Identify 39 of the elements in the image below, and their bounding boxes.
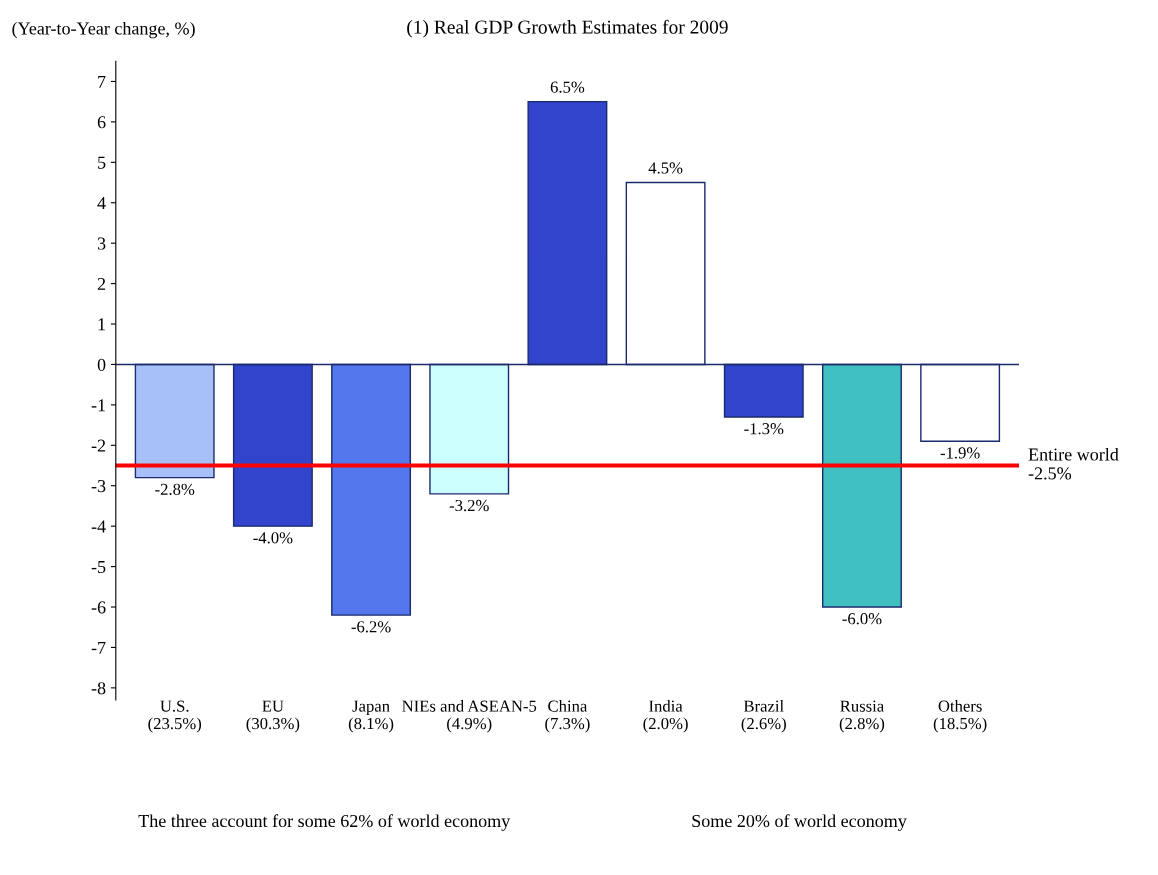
- chart-title: (1) Real GDP Growth Estimates for 2009: [407, 19, 728, 38]
- y-tick-label: -7: [91, 641, 106, 654]
- x-tick-label: Russia (2.8%): [839, 700, 885, 733]
- y-tick-label: 7: [98, 75, 106, 88]
- y-tick-label: 0: [97, 358, 106, 371]
- y-tick-label: 2: [97, 277, 106, 290]
- x-tick-label: China (7.3%): [545, 700, 590, 733]
- y-axis-title: (Year-to-Year change, %): [12, 21, 195, 39]
- y-tick-label: 4: [97, 197, 106, 210]
- data-label: -1.9%: [940, 447, 980, 459]
- text: Some 20% of world economy: [692, 814, 907, 831]
- data-label: -3.2%: [449, 499, 489, 512]
- y-tick-label: -3: [91, 480, 106, 493]
- x-tick-label: India (2.0%): [643, 700, 688, 733]
- x-tick-label: EU (30.3%): [246, 700, 300, 733]
- y-tick-label: 1: [98, 318, 105, 331]
- y-tick-label: -4: [91, 520, 106, 533]
- y-tick-label: 3: [97, 237, 106, 250]
- data-label: -2.8%: [155, 483, 195, 496]
- y-tick-label: 6: [97, 116, 106, 129]
- y-tick-label: -6: [91, 601, 106, 614]
- y-tick-label: -2: [91, 439, 106, 452]
- data-label: 4.5%: [648, 162, 683, 174]
- data-label: -6.2%: [351, 621, 391, 633]
- y-tick-label: -1: [91, 399, 105, 412]
- y-tick-label: 5: [98, 156, 106, 169]
- data-label: 6.5%: [550, 81, 585, 93]
- text: The three account for some 62% of world economy: [138, 814, 511, 831]
- x-tick-label: Japan (8.1%): [348, 700, 394, 733]
- data-label: -6.0%: [842, 613, 882, 625]
- data-label: -1.3%: [744, 423, 784, 435]
- y-tick-label: -8: [91, 682, 106, 695]
- y-tick-label: -5: [91, 561, 106, 574]
- x-tick-label: NIEs and ASEAN-5 (4.9%): [402, 700, 537, 733]
- x-tick-label: Others (18.5%): [933, 700, 987, 733]
- x-tick-label: Brazil (2.6%): [741, 700, 786, 733]
- x-tick-label: U.S. (23.5%): [148, 700, 202, 733]
- data-label: -4.0%: [253, 532, 293, 544]
- ref-line-label: Entire world -2.5%: [1028, 447, 1119, 480]
